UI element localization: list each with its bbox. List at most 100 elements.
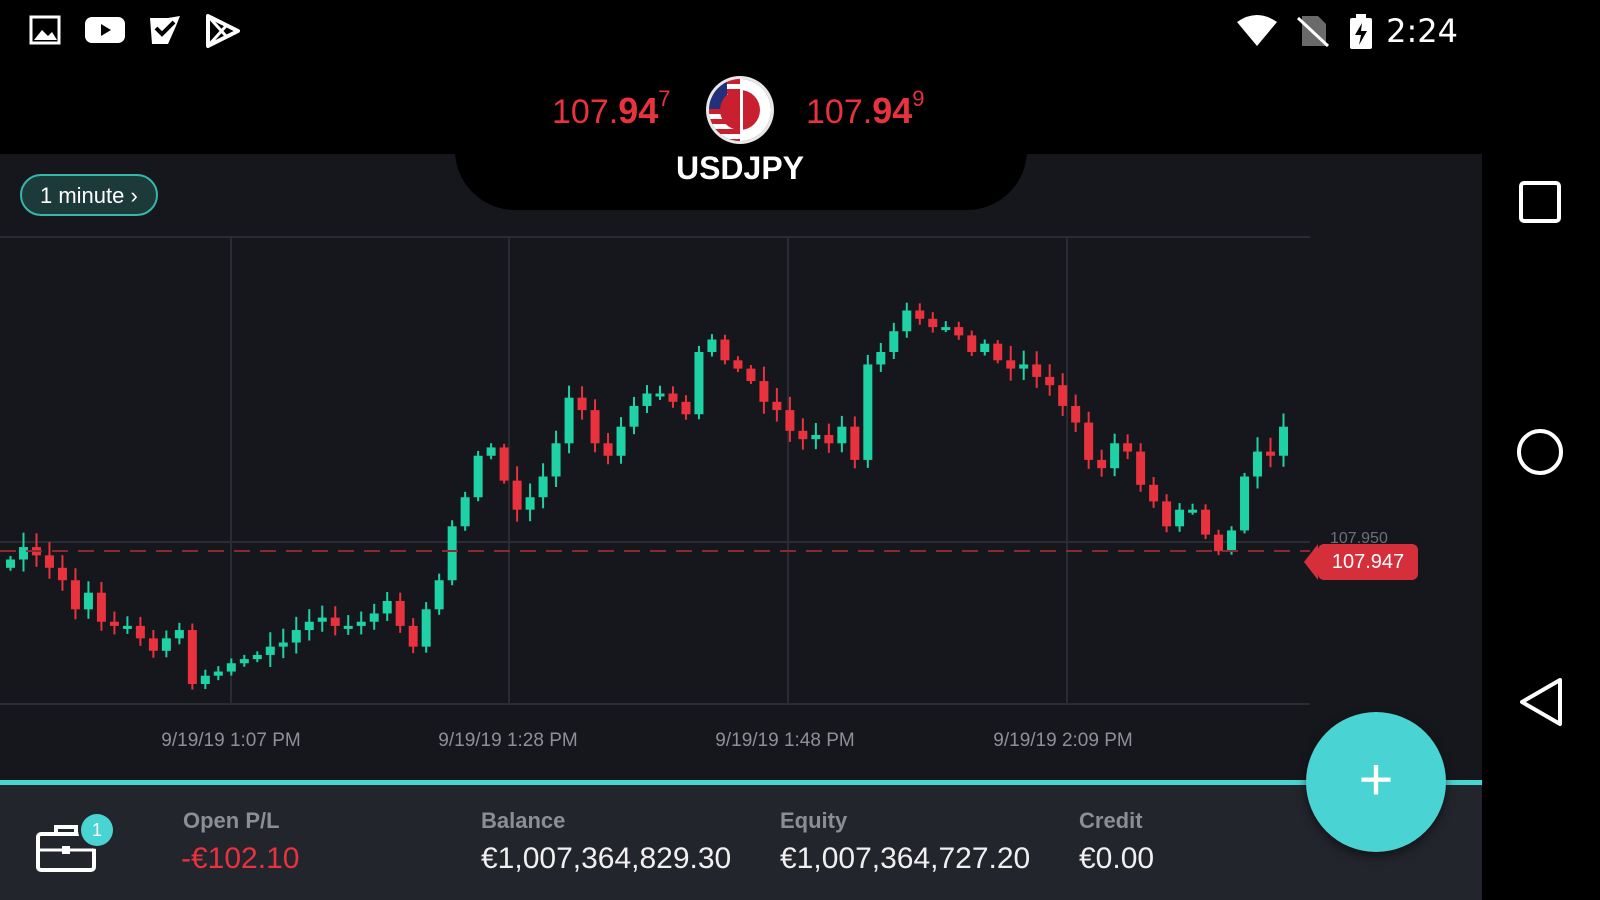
candle-body: [941, 327, 951, 331]
candle-body: [1006, 360, 1016, 369]
candle-body: [187, 630, 197, 684]
candle-body: [486, 447, 496, 456]
positions-count-badge: 1: [81, 814, 113, 846]
trading-app: 2:24 107.947 107.949 USDJPY 1 minute › 1…: [0, 0, 1482, 900]
candle-body: [1071, 405, 1081, 423]
candle-body: [382, 601, 392, 614]
candle-body: [1188, 509, 1198, 513]
candle-body: [265, 646, 275, 655]
candle-body: [746, 368, 756, 382]
candle-body: [1045, 376, 1055, 386]
candle-body: [668, 393, 678, 402]
candle-body: [642, 393, 652, 406]
candle-body: [850, 426, 860, 460]
ask-price-pip: 9: [912, 86, 925, 111]
candle-body: [161, 638, 171, 651]
credit-label: Credit: [1079, 808, 1143, 833]
android-navigation-bar: [1482, 0, 1600, 900]
equity-label: Equity: [780, 808, 848, 833]
candle-body: [122, 625, 132, 629]
timeframe-button[interactable]: 1 minute ›: [20, 174, 158, 216]
candle-body: [720, 339, 730, 361]
candle-body: [564, 397, 574, 444]
candle-body: [837, 426, 847, 444]
play-games-icon: [150, 16, 180, 44]
candle-body: [616, 426, 626, 456]
candle-body: [1240, 476, 1250, 531]
candle-body: [304, 621, 314, 631]
candle-body: [239, 659, 249, 664]
candle-body: [1032, 364, 1042, 377]
balance-label: Balance: [481, 808, 566, 833]
back-icon[interactable]: [1516, 676, 1566, 728]
wifi-icon: [1237, 15, 1277, 46]
candle-body: [213, 671, 223, 676]
candle-body: [226, 663, 236, 672]
candlestick-chart[interactable]: [0, 154, 1482, 780]
candle-body: [460, 497, 470, 527]
candle-body: [1097, 459, 1107, 469]
bid-price[interactable]: 107.947: [552, 86, 670, 132]
new-trade-fab[interactable]: +: [1306, 712, 1446, 852]
candle-body: [1162, 501, 1172, 527]
candle-body: [798, 430, 808, 440]
gallery-icon: [29, 15, 61, 45]
candle-body: [252, 654, 262, 660]
candle-body: [1201, 509, 1211, 535]
candle-body: [681, 401, 691, 415]
account-bar: [0, 780, 1482, 900]
home-icon[interactable]: [1515, 427, 1565, 477]
chart-area[interactable]: [0, 154, 1482, 780]
candle-body: [1110, 443, 1120, 469]
candle-body: [1227, 530, 1237, 552]
no-sim-icon: [1296, 16, 1330, 48]
bid-price-pip: 7: [658, 86, 671, 111]
candle-body: [915, 310, 925, 319]
x-axis-label: 9/19/19 2:09 PM: [993, 730, 1133, 751]
bid-price-main: 107.: [552, 93, 619, 131]
open-pl-label: Open P/L: [183, 808, 280, 833]
candle-body: [967, 335, 977, 352]
usdjpy-flag-icon: [709, 79, 771, 141]
candle-body: [408, 625, 418, 647]
candle-body: [876, 352, 886, 365]
recents-icon[interactable]: [1518, 180, 1562, 224]
battery-charging-icon: [1350, 14, 1372, 49]
candle-body: [1084, 422, 1094, 460]
candle-body: [577, 397, 587, 411]
candle-body: [655, 393, 665, 397]
equity-value: €1,007,364,727.20: [780, 842, 1031, 875]
x-axis-label: 9/19/19 1:28 PM: [438, 730, 578, 751]
candle-body: [902, 310, 912, 332]
balance-value: €1,007,364,829.30: [481, 842, 732, 875]
candle-body: [733, 360, 743, 369]
ask-price[interactable]: 107.949: [806, 86, 924, 132]
open-pl-value: -€102.10: [181, 842, 300, 875]
ask-price-main: 107.: [806, 93, 873, 131]
symbol-name[interactable]: USDJPY: [675, 150, 805, 186]
candle-body: [1253, 451, 1263, 477]
candle-body: [1266, 451, 1276, 456]
portfolio-briefcase-icon[interactable]: [34, 822, 98, 874]
candle-body: [421, 609, 431, 647]
symbol-tab[interactable]: [455, 150, 1027, 210]
youtube-icon: [85, 17, 125, 43]
candle-body: [772, 401, 782, 411]
ghost-price-label: 107.950: [1330, 530, 1388, 547]
status-clock: 2:24: [1386, 12, 1458, 50]
current-price-tag: 107.947: [1304, 544, 1418, 580]
candle-body: [291, 630, 301, 643]
candle-body: [148, 638, 158, 651]
candle-body: [1279, 426, 1289, 456]
credit-value: €0.00: [1079, 842, 1155, 875]
candle-body: [96, 592, 106, 622]
candle-body: [473, 455, 483, 498]
candle-body: [200, 675, 210, 684]
candle-body: [18, 547, 28, 560]
play-store-icon: [206, 14, 240, 48]
candle-body: [317, 617, 327, 622]
candle-body: [538, 476, 548, 498]
candle-body: [57, 567, 67, 581]
candle-body: [174, 630, 184, 639]
candle-body: [590, 410, 600, 444]
